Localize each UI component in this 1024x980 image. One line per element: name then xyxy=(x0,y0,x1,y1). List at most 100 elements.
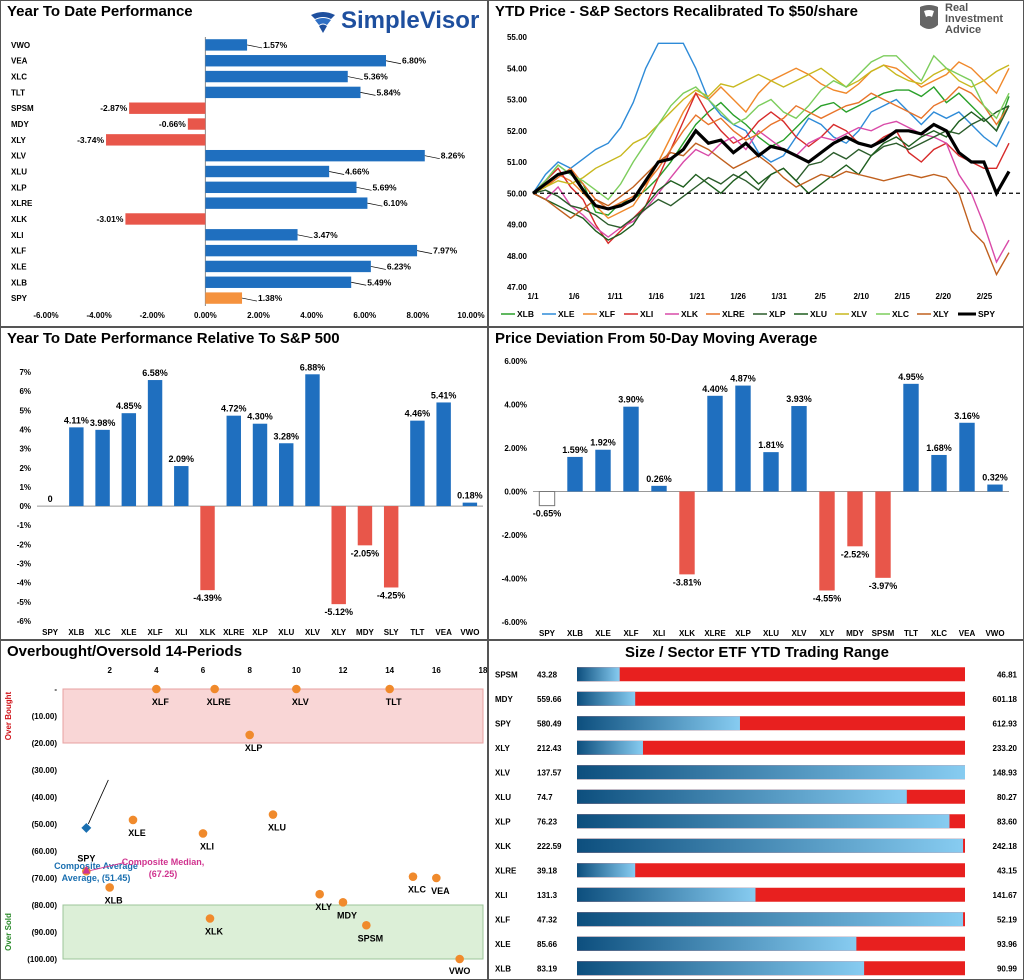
y-tick-label: -4% xyxy=(17,579,31,588)
bar-vea xyxy=(959,422,975,492)
category-label: XLY xyxy=(331,628,346,637)
x-tick-label: 1/16 xyxy=(648,292,664,301)
value-label: -0.65% xyxy=(533,509,562,519)
panel-obos: Overbought/Oversold 14-Periods - (10.00) (… xyxy=(0,640,488,980)
range-fill-xlu xyxy=(577,789,907,804)
value-label: 1.81% xyxy=(758,440,784,450)
bar-tlt xyxy=(903,383,919,492)
x-tick-label: 8.00% xyxy=(407,311,430,320)
bar-xlp xyxy=(205,181,357,194)
category-label: XLK xyxy=(679,629,695,638)
range-track-spsm xyxy=(577,667,965,682)
ria-line-3: Advice xyxy=(945,24,982,36)
legend-label-xle: XLE xyxy=(558,309,575,319)
series-line-xle xyxy=(532,42,1010,194)
bar-xly xyxy=(106,134,206,146)
y-tick-label: 51.00 xyxy=(507,158,528,167)
ytd-price-title: YTD Price - S&P Sectors Recalibrated To … xyxy=(495,3,858,20)
relative-bar-chart: -6% -5% -4% -3% -2% -1% 0% 1% 2% 3% 4% 5% 6% 7% 0 SPY 4.… xyxy=(17,362,483,637)
category-label: XLY xyxy=(820,629,835,638)
point-xlp xyxy=(245,730,254,740)
point-xlb xyxy=(105,883,114,892)
panel-ytd-price: YTD Price - S&P Sectors Recalibrated To … xyxy=(488,0,1024,327)
y-tick-label: (10.00) xyxy=(32,712,58,721)
bar-vwo xyxy=(987,484,1003,492)
legend-label-xlb: XLB xyxy=(517,309,534,319)
ria-line-1: Real xyxy=(945,2,969,14)
x-tick-label: 10 xyxy=(292,666,301,675)
series-line-xli xyxy=(532,91,1010,245)
range-low-xlu: 74.7 xyxy=(537,793,553,802)
bar-xlre xyxy=(205,197,368,209)
category-label: XLC xyxy=(95,628,111,637)
y-tick-label: 4.00% xyxy=(504,401,527,410)
leader-line xyxy=(424,155,440,160)
category-label: XLI xyxy=(175,628,187,637)
value-label: -3.74% xyxy=(77,135,104,145)
y-tick-label: (70.00) xyxy=(32,874,58,883)
y-tick-label: (40.00) xyxy=(32,793,58,802)
y-tick-label: 4% xyxy=(19,425,31,434)
legend-label-xlf: XLF xyxy=(599,309,615,319)
ria-line-2: Investment xyxy=(945,13,1004,25)
range-fill-xle xyxy=(577,936,857,951)
leader-line xyxy=(385,60,402,65)
value-label: 5.49% xyxy=(367,277,392,287)
obos-title: Overbought/Oversold 14-Periods xyxy=(7,643,243,660)
composite-median-label-line2: (67.25) xyxy=(149,869,178,879)
y-tick-label: 48.00 xyxy=(507,252,528,261)
deviation-bar-chart: -6.00% -4.00% -2.00% 0.00% 2.00% 4.00% 6.00% -0… xyxy=(502,357,1009,638)
range-high-xlk: 242.18 xyxy=(993,842,1018,851)
point-xlre xyxy=(210,684,219,694)
legend-label-xlp: XLP xyxy=(769,309,786,319)
range-fill-xlf xyxy=(577,912,964,927)
y-tick-label: (50.00) xyxy=(32,820,58,829)
range-high-spsm: 46.81 xyxy=(997,670,1018,679)
value-label: 4.40% xyxy=(702,384,728,394)
legend-label-spy: SPY xyxy=(978,309,995,319)
category-label: XLU xyxy=(11,168,27,177)
leader-line xyxy=(356,186,372,191)
point-vwo xyxy=(455,954,464,964)
y-tick-label: -1% xyxy=(17,521,31,530)
y-tick-label: 7% xyxy=(19,368,31,377)
value-label: 8.26% xyxy=(441,151,466,161)
y-tick-label: -5% xyxy=(17,598,31,607)
range-track-xlre xyxy=(577,863,965,878)
ytd-bar-chart: -6.00% -4.00% -2.00% 0.00% 2.00% 4.00% 6.00% 8.… xyxy=(11,37,485,320)
category-label: XLI xyxy=(11,231,23,240)
bar-xlf xyxy=(623,406,639,492)
value-label: 3.90% xyxy=(618,395,644,405)
bar-xlu xyxy=(205,165,330,178)
category-label: XLRE xyxy=(11,199,33,208)
bar-xlu xyxy=(763,452,779,492)
leader-line xyxy=(247,44,263,49)
category-label: MDY xyxy=(356,628,374,637)
value-label: 4.66% xyxy=(345,167,370,177)
range-fill-xli xyxy=(577,887,756,902)
category-label: XLB xyxy=(68,628,84,637)
ria-eagle-icon xyxy=(920,5,938,29)
series-line-xlc xyxy=(532,54,1010,201)
deviation-title: Price Deviation From 50-Day Moving Avera… xyxy=(495,330,818,347)
y-tick-label: 54.00 xyxy=(507,64,528,73)
category-label: VEA xyxy=(435,628,452,637)
range-low-spy: 580.49 xyxy=(537,719,562,728)
range-low-spsm: 43.28 xyxy=(537,670,558,679)
range-track-xly xyxy=(577,740,965,755)
y-tick-label: (60.00) xyxy=(32,847,58,856)
composite-average-label-line1: Composite Average xyxy=(54,861,138,871)
composite-median-marker xyxy=(82,865,91,874)
value-label: 5.69% xyxy=(373,182,398,192)
bar-xlb xyxy=(69,427,84,507)
category-label: TLT xyxy=(410,628,424,637)
range-high-mdy: 601.18 xyxy=(993,695,1018,704)
value-label: 4.30% xyxy=(247,412,273,422)
y-tick-label: 53.00 xyxy=(507,96,528,105)
range-low-xle: 85.66 xyxy=(537,940,558,949)
value-label: 0.18% xyxy=(457,491,483,501)
bar-xlk xyxy=(200,506,215,591)
category-label: VWO xyxy=(11,41,30,50)
category-label: XLV xyxy=(305,628,321,637)
point-label-vea: VEA xyxy=(431,886,450,896)
